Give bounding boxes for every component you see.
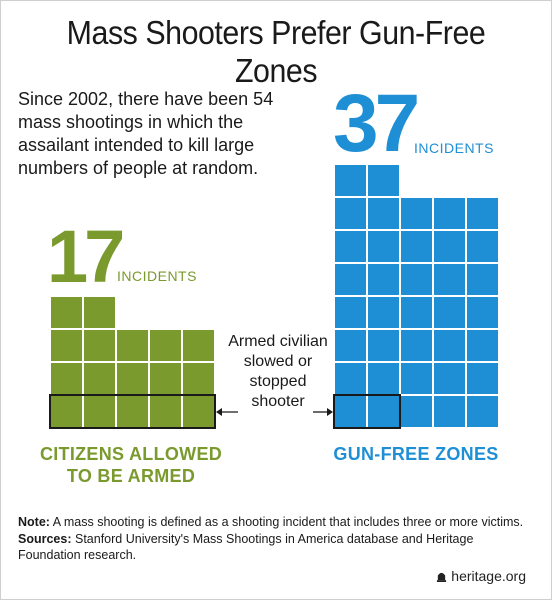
category-label-gun-free: GUN-FREE ZONES [333, 444, 499, 464]
incident-cell [335, 297, 366, 328]
incident-cell [467, 231, 498, 262]
incident-cell [335, 330, 366, 361]
incident-cell [401, 198, 432, 229]
incident-cell [467, 330, 498, 361]
incident-cell [368, 198, 399, 229]
brand-text: heritage.org [451, 568, 526, 584]
incident-cell [335, 264, 366, 295]
armed-incident-count: 17 [47, 215, 125, 298]
arrow-right [313, 408, 333, 416]
incident-cell [368, 165, 399, 196]
waffle-armed [51, 297, 214, 427]
incident-cell [335, 363, 366, 394]
incident-cell [335, 231, 366, 262]
incident-cell [467, 264, 498, 295]
incident-cell [84, 330, 115, 361]
incident-cell [434, 396, 465, 427]
incident-cell [51, 297, 82, 328]
arrow-left [216, 408, 238, 416]
incident-cell [467, 363, 498, 394]
incident-cell [401, 330, 432, 361]
category-label-armed: CITIZENS ALLOWED TO BE ARMED [39, 444, 223, 486]
intro-text: Since 2002, there have been 54 mass shoo… [18, 89, 274, 178]
footnote: Note: A mass shooting is defined as a sh… [18, 514, 538, 563]
highlight-box-armed [49, 394, 216, 429]
note-line: Note: A mass shooting is defined as a sh… [18, 514, 538, 530]
incident-cell [117, 396, 148, 427]
incident-cell [335, 165, 366, 196]
incident-cell [84, 363, 115, 394]
sources-text: Stanford University's Mass Shootings in … [18, 532, 474, 562]
incident-cell [434, 330, 465, 361]
incident-cell [150, 363, 181, 394]
incident-cell [401, 297, 432, 328]
incident-cell [150, 330, 181, 361]
incident-cell [434, 264, 465, 295]
incident-cell [401, 363, 432, 394]
incident-cell [51, 363, 82, 394]
incident-cell [368, 363, 399, 394]
callout-text: Armed civilian slowed or stopped shooter [228, 333, 328, 410]
incident-cell [368, 231, 399, 262]
incident-cell [335, 396, 366, 427]
incident-cell [401, 264, 432, 295]
page-title: Mass Shooters Prefer Gun-Free Zones [66, 14, 486, 89]
incident-cell [434, 297, 465, 328]
incident-cell [51, 396, 82, 427]
gunfree-incident-count: 37 [333, 78, 420, 169]
incident-cell [467, 396, 498, 427]
incident-cell [183, 363, 214, 394]
gunfree-incidents-label: INCIDENTS [414, 140, 494, 156]
incident-cell [434, 363, 465, 394]
note-label: Note: [18, 515, 50, 529]
waffle-gunfree [335, 165, 498, 427]
bell-icon [437, 572, 447, 582]
incident-cell [150, 396, 181, 427]
incident-cell [401, 396, 432, 427]
incident-cell [401, 231, 432, 262]
incident-cell [434, 231, 465, 262]
sources-line: Sources: Stanford University's Mass Shoo… [18, 531, 538, 563]
sources-label: Sources: [18, 532, 72, 546]
highlight-box-gunfree [333, 394, 401, 429]
incident-cell [368, 297, 399, 328]
incident-cell [467, 297, 498, 328]
armed-incidents-label: INCIDENTS [117, 268, 197, 284]
incident-cell [183, 330, 214, 361]
incident-cell [117, 330, 148, 361]
brand: heritage.org [436, 568, 526, 584]
incident-cell [84, 297, 115, 328]
incident-cell [368, 330, 399, 361]
incident-cell [51, 330, 82, 361]
incident-cell [84, 396, 115, 427]
incident-cell [335, 198, 366, 229]
incident-cell [467, 198, 498, 229]
incident-cell [368, 396, 399, 427]
note-text: A mass shooting is defined as a shooting… [52, 515, 524, 529]
incident-cell [434, 198, 465, 229]
incident-cell [368, 264, 399, 295]
incident-cell [117, 363, 148, 394]
incident-cell [183, 396, 214, 427]
